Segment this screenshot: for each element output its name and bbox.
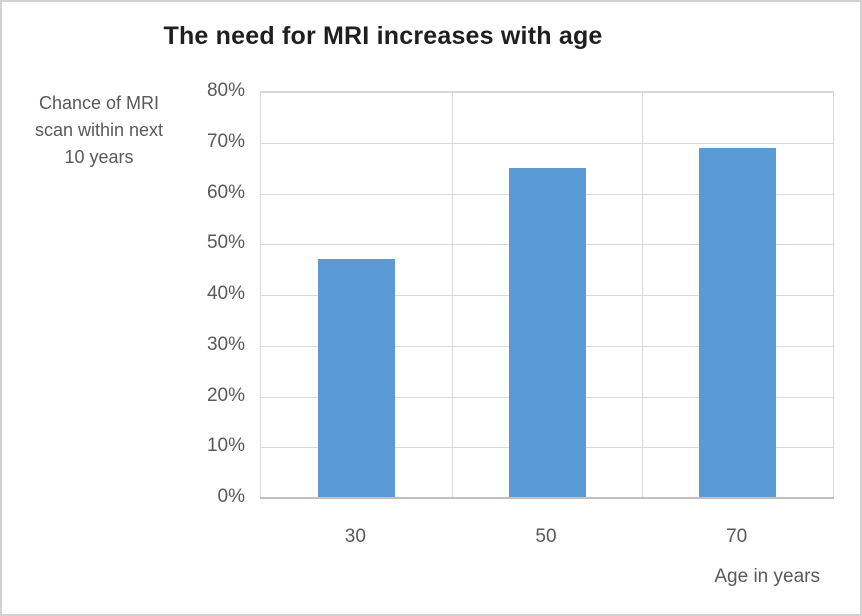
- y-axis-title-line: Chance of MRI: [38, 93, 160, 113]
- bar-age-70: [699, 148, 777, 498]
- y-tick-label-50pct: 50%: [206, 232, 245, 254]
- y-axis-title: Chance of MRI scan within next 10 years: [18, 90, 180, 171]
- x-axis-title: Age in years: [714, 566, 820, 587]
- y-tick-label-60pct: 60%: [206, 181, 245, 203]
- x-axis-line: [260, 497, 834, 499]
- horizontal-gridline: [261, 142, 833, 144]
- x-category-label-70: 70: [726, 526, 748, 547]
- y-axis-title-line: 10 years: [64, 147, 134, 167]
- horizontal-gridline: [261, 92, 833, 93]
- y-tick-label-10pct: 10%: [206, 435, 245, 457]
- bar-age-30: [317, 259, 395, 498]
- vertical-gridline: [451, 92, 453, 498]
- chart-title: The need for MRI increases with age: [163, 22, 603, 50]
- y-tick-label-40pct: 40%: [206, 283, 245, 304]
- y-tick-label-30pct: 30%: [206, 333, 245, 355]
- plot-area: [260, 91, 834, 498]
- y-tick-label-20pct: 20%: [206, 384, 245, 406]
- y-tick-label-0pct: 0%: [217, 486, 245, 507]
- y-axis-title-line: scan within next: [34, 120, 164, 140]
- y-tick-label-70pct: 70%: [206, 130, 245, 152]
- x-category-label-30: 30: [344, 526, 366, 547]
- y-tick-label-80pct: 80%: [206, 80, 245, 101]
- bar-age-50: [508, 168, 586, 498]
- x-category-label-50: 50: [535, 526, 557, 547]
- vertical-gridline: [642, 92, 644, 498]
